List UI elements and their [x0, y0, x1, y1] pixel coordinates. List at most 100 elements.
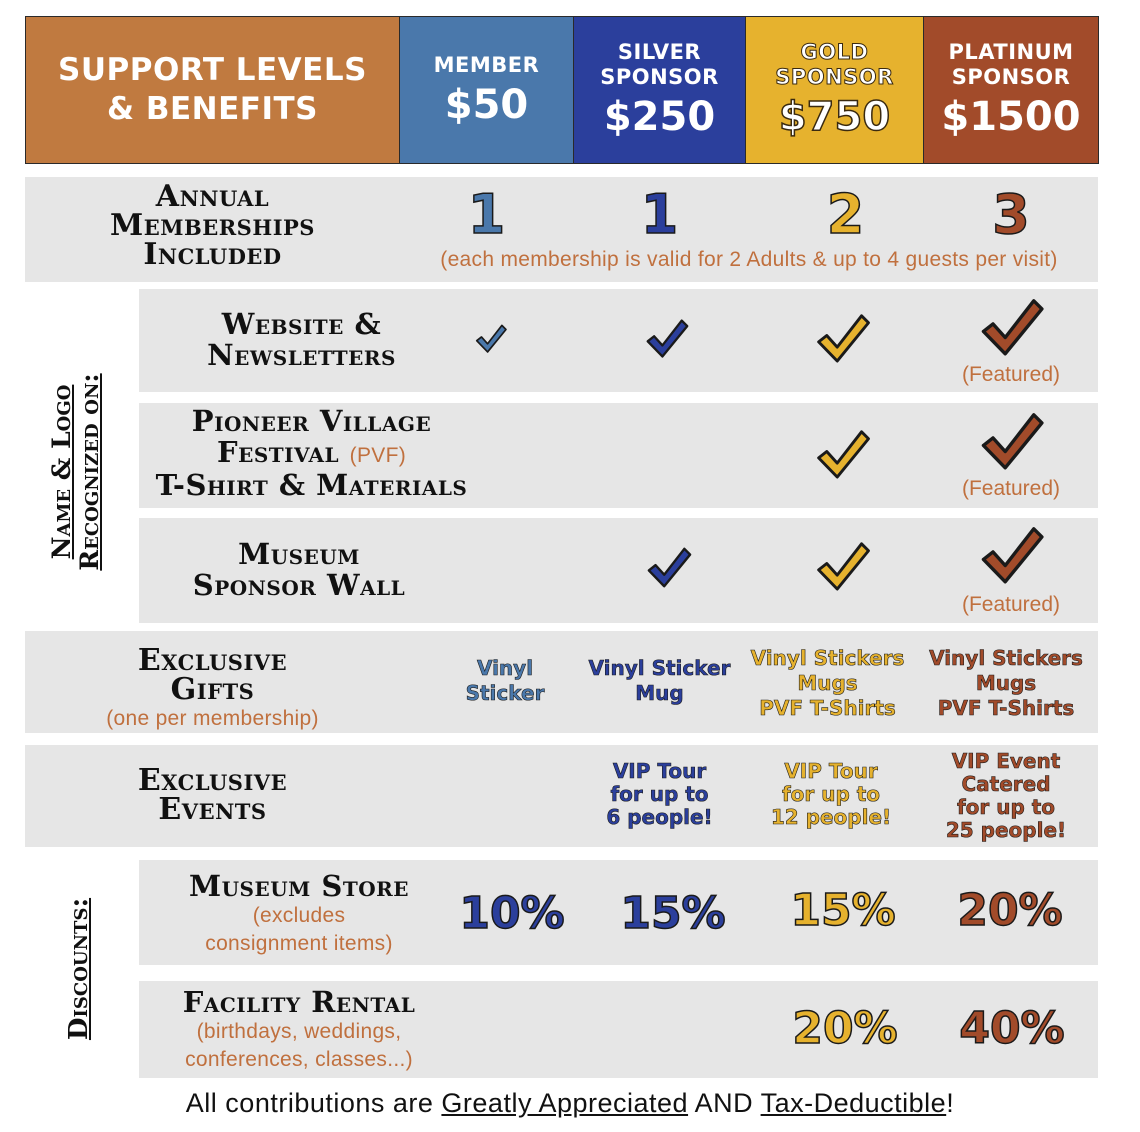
checkmark-icon: [814, 310, 872, 368]
gift-item: Vinyl Stickers: [929, 645, 1083, 670]
event-line: Catered: [961, 772, 1051, 796]
header-title-line1: SUPPORT LEVELS: [58, 52, 367, 88]
event-silver: VIP Tour for up to 6 people!: [573, 758, 746, 830]
tier-name-line2: SPONSOR: [600, 65, 719, 89]
pvf-label-line3: T-Shirt & Materials: [155, 467, 468, 502]
checkmark-icon: [814, 538, 872, 596]
recognition-section-label-line2: Recognized on:: [75, 373, 104, 571]
event-line: for up to: [781, 781, 881, 806]
memberships-platinum-count: 3: [991, 183, 1030, 246]
store-discount-platinum: 20%: [957, 885, 1064, 937]
memberships-label-line3: Included: [143, 236, 282, 272]
pvf-label: Pioneer Village Festival (PVF) T-Shirt &…: [139, 405, 484, 501]
pvf-label-paren: (PVF): [349, 443, 406, 467]
discount-row-rental: [139, 981, 1098, 1078]
checkmark-icon: [814, 426, 872, 484]
tier-member-header: MEMBER $50: [399, 16, 574, 164]
gift-gold: Vinyl Stickers Mugs PVF T-Shirts: [740, 642, 915, 724]
recognition-row-website: [139, 289, 1098, 392]
checkmark-icon: [474, 322, 508, 356]
tier-name-line2: SPONSOR: [951, 65, 1071, 89]
event-line: 12 people!: [770, 804, 892, 829]
footer-part2: AND: [688, 1088, 761, 1118]
gift-item: Mug: [635, 681, 684, 706]
gift-item: Sticker: [465, 681, 545, 706]
event-line: VIP Event: [951, 749, 1061, 773]
website-label-line2: Newsletters: [207, 338, 396, 372]
rental-label: Facility Rental: [182, 984, 416, 1019]
checkmark-icon: [975, 294, 1049, 362]
gift-item: Vinyl Sticker: [588, 656, 731, 681]
header-title-cell: SUPPORT LEVELS & BENEFITS: [25, 16, 400, 164]
header-title-line2: & BENEFITS: [107, 91, 318, 127]
event-line: for up to: [610, 781, 709, 806]
footer-text: All contributions are Greatly Appreciate…: [0, 1088, 1140, 1124]
gifts-note: (one per membership): [106, 707, 319, 730]
rental-note-line2: conferences, classes...): [185, 1047, 413, 1071]
memberships-member-count: 1: [467, 183, 506, 246]
store-note-line2: consignment items): [205, 931, 393, 955]
checkmark-icon: [975, 408, 1049, 476]
tier-price: $50: [444, 81, 529, 128]
gift-item: PVF T-Shirts: [937, 695, 1075, 720]
tier-name-line1: SILVER: [617, 40, 702, 64]
checkmark-icon: [644, 544, 694, 592]
tier-price: $1500: [941, 94, 1081, 140]
event-line: for up to: [956, 795, 1056, 819]
wall-label-line2: Sponsor Wall: [192, 568, 406, 602]
tier-name-line2: SPONSOR: [775, 65, 894, 90]
events-label-line2: Events: [158, 792, 267, 827]
gift-item: PVF T-Shirts: [759, 695, 896, 720]
gift-item: Vinyl: [476, 656, 534, 681]
gifts-label: Exclusive Gifts: [25, 645, 400, 705]
memberships-label: Annual Memberships Included: [25, 180, 400, 270]
rental-label-block: Facility Rental (birthdays, weddings, co…: [139, 984, 459, 1076]
event-line: 6 people!: [606, 804, 713, 829]
event-line: VIP Tour: [784, 758, 878, 783]
gifts-label-line1: Exclusive: [137, 643, 288, 678]
website-label-line1: Website &: [221, 307, 382, 341]
pvf-label-line2: Festival (PVF): [217, 436, 406, 470]
tier-price: $750: [778, 93, 891, 141]
memberships-label-line1: Annual: [155, 178, 270, 214]
store-note-line1: (excludes: [252, 903, 346, 927]
memberships-gold-count: 2: [826, 183, 865, 246]
tier-silver-header: SILVER SPONSOR $250: [573, 16, 746, 164]
gift-member: Vinyl Sticker: [420, 640, 590, 722]
event-line: 25 people!: [945, 818, 1067, 842]
events-row: [25, 745, 1098, 847]
featured-note: (Featured): [961, 477, 1061, 500]
tier-name-line1: PLATINUM: [948, 40, 1074, 64]
rental-note-line1: (birthdays, weddings,: [196, 1019, 402, 1043]
rental-discount-gold: 20%: [792, 1003, 899, 1055]
footer-part1: All contributions are: [185, 1088, 442, 1118]
recognition-row-wall: [139, 518, 1098, 623]
wall-label-line1: Museum: [238, 537, 360, 571]
rental-discount-platinum: 40%: [959, 1003, 1066, 1055]
tier-name-line1: GOLD: [800, 40, 869, 65]
event-platinum: VIP Event Catered for up to 25 people!: [918, 748, 1094, 844]
store-discount-member: 10%: [459, 888, 566, 940]
website-label: Website & Newsletters: [139, 300, 464, 380]
memberships-label-line2: Memberships: [110, 207, 315, 243]
checkmark-icon: [975, 522, 1049, 590]
footer-greatly-appreciated: Greatly Appreciated: [441, 1088, 689, 1118]
memberships-row: [25, 177, 1098, 282]
gift-item: Mugs: [975, 670, 1037, 695]
discount-row-store: [139, 860, 1098, 965]
gift-item: Vinyl Stickers: [750, 645, 905, 670]
gifts-label-line2: Gifts: [170, 672, 255, 707]
store-label: Museum Store: [188, 868, 410, 903]
tier-name: MEMBER: [433, 52, 540, 77]
recognition-section-label: Name & Logo Recognized on:: [47, 322, 112, 622]
store-label-block: Museum Store (excludes consignment items…: [139, 868, 459, 960]
checkmark-icon: [644, 316, 690, 362]
gift-item: Mugs: [797, 670, 858, 695]
featured-note: (Featured): [961, 363, 1061, 386]
recognition-row-pvf: [139, 403, 1098, 508]
footer-part3: !: [946, 1088, 955, 1118]
featured-note: (Featured): [961, 593, 1061, 616]
events-label-line1: Exclusive: [137, 763, 288, 798]
footer-tax-deductible: Tax-Deductible: [760, 1088, 947, 1118]
event-line: VIP Tour: [612, 758, 707, 783]
